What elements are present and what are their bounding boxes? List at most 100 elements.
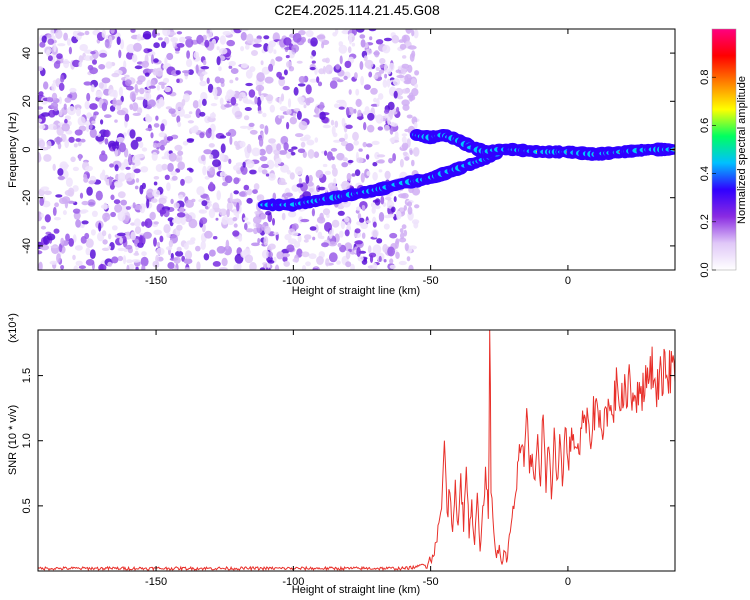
- noise-blob: [369, 254, 374, 263]
- noise-blob: [363, 84, 371, 90]
- noise-blob: [175, 50, 180, 54]
- noise-blob: [371, 206, 376, 214]
- noise-blob: [378, 169, 383, 173]
- noise-blob: [306, 181, 314, 187]
- noise-blob: [362, 141, 367, 148]
- noise-blob: [50, 102, 59, 110]
- noise-blob: [382, 79, 388, 88]
- noise-blob: [73, 265, 79, 270]
- noise-blob: [396, 210, 402, 220]
- noise-blob: [114, 203, 123, 213]
- noise-blob: [88, 180, 95, 185]
- noise-blob: [287, 98, 292, 108]
- noise-blob: [133, 168, 141, 174]
- noise-blob: [114, 164, 119, 172]
- noise-blob: [168, 108, 176, 114]
- noise-blob: [123, 132, 127, 137]
- noise-blob: [235, 143, 241, 150]
- noise-blob: [146, 198, 150, 209]
- noise-blob: [113, 199, 121, 205]
- noise-blob: [252, 189, 258, 195]
- noise-blob: [253, 43, 262, 48]
- noise-blob: [317, 81, 323, 87]
- noise-blob: [402, 151, 408, 156]
- noise-blob: [215, 217, 219, 221]
- heatmap-x-tick-label: 0: [565, 275, 571, 287]
- noise-blob: [117, 191, 126, 199]
- noise-blob: [339, 55, 343, 65]
- noise-blob: [135, 266, 139, 270]
- noise-blob: [316, 34, 326, 40]
- noise-blob: [254, 96, 258, 105]
- noise-blob: [334, 29, 339, 35]
- noise-blob: [360, 172, 365, 183]
- noise-blob: [345, 250, 351, 260]
- noise-blob: [53, 228, 60, 234]
- noise-blob: [338, 137, 346, 142]
- noise-blob: [272, 218, 275, 226]
- noise-blob: [265, 144, 273, 155]
- noise-blob: [391, 34, 400, 44]
- noise-blob: [253, 38, 262, 44]
- noise-blob: [43, 190, 52, 196]
- noise-blob: [155, 254, 160, 264]
- noise-blob: [251, 147, 261, 157]
- noise-blob: [199, 80, 207, 87]
- noise-blob: [175, 250, 184, 257]
- noise-blob: [114, 180, 123, 188]
- noise-blob: [86, 186, 93, 196]
- noise-blob: [219, 35, 226, 45]
- noise-blob: [163, 224, 171, 234]
- noise-blob: [240, 166, 245, 172]
- noise-blob: [153, 229, 162, 235]
- noise-blob: [394, 240, 399, 249]
- noise-blob: [160, 123, 165, 132]
- noise-blob: [339, 230, 344, 238]
- noise-blob: [253, 183, 260, 191]
- noise-blob: [192, 100, 199, 109]
- noise-blob: [216, 56, 221, 66]
- noise-blob: [387, 213, 395, 218]
- noise-blob: [118, 142, 126, 153]
- noise-blob: [330, 147, 338, 152]
- noise-blob: [245, 159, 255, 169]
- noise-blob: [117, 247, 126, 252]
- noise-blob: [67, 106, 76, 116]
- noise-blob: [292, 33, 302, 43]
- noise-blob: [225, 239, 230, 250]
- noise-blob: [222, 31, 232, 36]
- noise-blob: [368, 71, 373, 78]
- noise-blob: [179, 36, 186, 43]
- noise-blob: [164, 174, 170, 180]
- noise-blob: [90, 84, 95, 93]
- noise-blob: [387, 246, 395, 257]
- noise-blob: [231, 198, 241, 203]
- noise-blob: [208, 143, 215, 148]
- noise-blob: [319, 111, 326, 121]
- noise-blob: [286, 121, 290, 130]
- noise-blob: [98, 82, 104, 89]
- noise-blob: [84, 232, 90, 240]
- noise-blob: [373, 74, 379, 80]
- noise-blob: [107, 261, 113, 267]
- noise-blob: [72, 208, 81, 214]
- noise-blob: [401, 136, 407, 144]
- noise-blob: [152, 189, 161, 198]
- noise-blob: [258, 137, 264, 147]
- noise-blob: [132, 202, 136, 209]
- noise-blob: [128, 263, 135, 270]
- noise-blob: [261, 224, 266, 231]
- noise-blob: [38, 152, 42, 163]
- noise-blob: [325, 57, 330, 64]
- noise-blob: [101, 102, 108, 112]
- noise-blob: [230, 68, 239, 74]
- noise-blob: [63, 103, 67, 110]
- noise-blob: [171, 175, 178, 181]
- noise-blob: [283, 142, 289, 151]
- noise-blob: [238, 93, 243, 102]
- noise-blob: [414, 204, 420, 209]
- noise-blob: [158, 197, 167, 204]
- noise-blob: [153, 58, 159, 63]
- noise-blob: [322, 208, 331, 216]
- noise-blob: [410, 78, 417, 85]
